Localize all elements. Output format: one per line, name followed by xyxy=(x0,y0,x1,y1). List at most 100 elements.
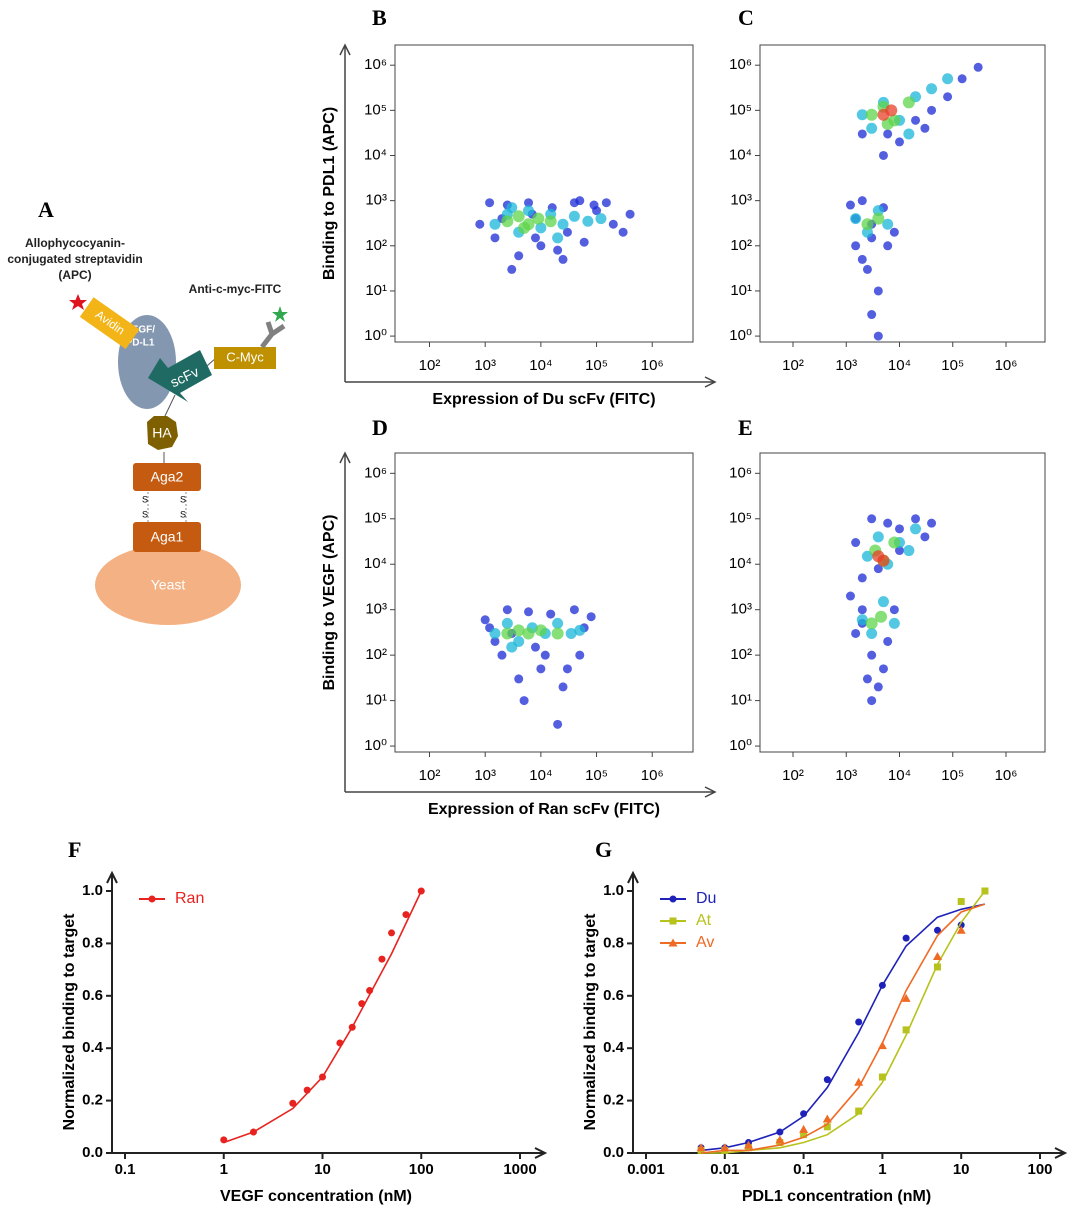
point xyxy=(866,122,878,134)
point xyxy=(911,115,921,125)
x-tick-label: 100 xyxy=(1027,1161,1052,1178)
aga1 xyxy=(133,522,201,552)
y-tick-label: 10³ xyxy=(730,601,752,618)
x-tick-label: 10³ xyxy=(835,357,857,374)
point xyxy=(544,215,557,228)
axes xyxy=(106,870,548,1159)
panel-label: B xyxy=(372,5,387,30)
point xyxy=(933,963,941,971)
x-tick-label: 10⁶ xyxy=(641,357,664,374)
point xyxy=(535,222,547,234)
point xyxy=(586,612,596,622)
x-tick-label: 0.1 xyxy=(115,1161,136,1178)
point xyxy=(823,1123,831,1131)
y-tick-label: 0.0 xyxy=(603,1144,624,1161)
point xyxy=(883,518,893,528)
label: conjugated streptavidin xyxy=(7,252,142,266)
point xyxy=(902,934,910,942)
point xyxy=(889,605,899,615)
y-tick-label: 10⁶ xyxy=(364,56,387,73)
point xyxy=(872,531,884,543)
x-tick-label: 1000 xyxy=(503,1161,536,1178)
x-tick-label: 10⁴ xyxy=(888,357,911,374)
y-tick-label: 10⁵ xyxy=(364,101,387,118)
point xyxy=(902,96,915,109)
x-tick-label: 0.01 xyxy=(710,1161,739,1178)
c-myc xyxy=(214,347,276,369)
point xyxy=(799,1124,809,1133)
point xyxy=(865,108,878,121)
point xyxy=(883,129,893,139)
point xyxy=(497,650,507,660)
plot-frame xyxy=(759,44,1046,343)
x-tick-label: 10² xyxy=(782,767,804,784)
point xyxy=(523,205,535,217)
point xyxy=(402,911,410,919)
panel-label: F xyxy=(68,837,81,862)
point xyxy=(851,241,861,251)
label: (APC) xyxy=(58,268,91,282)
point xyxy=(530,233,540,243)
x-tick-label: 10⁵ xyxy=(941,357,964,374)
point xyxy=(540,650,550,660)
point xyxy=(861,218,874,231)
point xyxy=(366,987,374,995)
point xyxy=(867,514,877,524)
x-tick-label: 0.1 xyxy=(793,1161,814,1178)
point xyxy=(903,545,915,557)
point xyxy=(882,218,894,230)
fit-curve xyxy=(701,903,986,1154)
label: Aga1 xyxy=(151,529,184,545)
panel-label: D xyxy=(372,415,388,440)
y-tick-label: 0.8 xyxy=(82,934,103,951)
point xyxy=(506,641,518,653)
point xyxy=(872,212,885,225)
point xyxy=(518,221,531,234)
point xyxy=(881,117,894,130)
panel-label: A xyxy=(38,197,54,222)
x-tick-label: 10⁶ xyxy=(995,767,1018,784)
point xyxy=(485,198,495,208)
point xyxy=(942,73,954,85)
legend-label: At xyxy=(696,912,712,929)
point xyxy=(551,627,564,640)
point xyxy=(501,617,513,629)
plot: 0.001 0.01 0.1 1 10 100 0.0 0.2 0.4 0.6 0.8 1.0 Du At… xyxy=(582,870,1068,1205)
point xyxy=(417,887,425,895)
point xyxy=(574,624,586,636)
point xyxy=(845,200,855,210)
fit-curve xyxy=(701,903,986,1152)
point xyxy=(981,887,989,895)
point xyxy=(501,215,514,228)
legend-marker xyxy=(148,895,156,903)
point xyxy=(902,1026,910,1034)
x-tick-label: 10² xyxy=(419,357,441,374)
y-tick-label: 10⁴ xyxy=(364,555,387,572)
point xyxy=(507,264,517,274)
point xyxy=(490,636,500,646)
y-tick-label: 10² xyxy=(730,646,752,663)
point xyxy=(502,605,512,615)
point xyxy=(855,1107,863,1115)
point xyxy=(873,682,883,692)
point xyxy=(867,696,877,706)
x-tick-label: 10 xyxy=(314,1161,331,1178)
x-tick-label: 10³ xyxy=(474,767,496,784)
legend-marker xyxy=(669,895,677,903)
point xyxy=(348,1023,356,1031)
point xyxy=(857,129,867,139)
y-tick-label: 0.6 xyxy=(603,987,624,1004)
point xyxy=(903,128,915,140)
legend-marker xyxy=(668,938,678,947)
point xyxy=(519,696,529,706)
plot-frame xyxy=(394,44,694,343)
point xyxy=(927,105,937,115)
point xyxy=(845,591,855,601)
point xyxy=(775,1135,785,1144)
point xyxy=(883,636,893,646)
point xyxy=(575,196,585,206)
y-tick-label: 0.2 xyxy=(603,1092,624,1109)
fluorophore xyxy=(272,306,288,322)
point xyxy=(856,614,868,626)
point xyxy=(575,650,585,660)
